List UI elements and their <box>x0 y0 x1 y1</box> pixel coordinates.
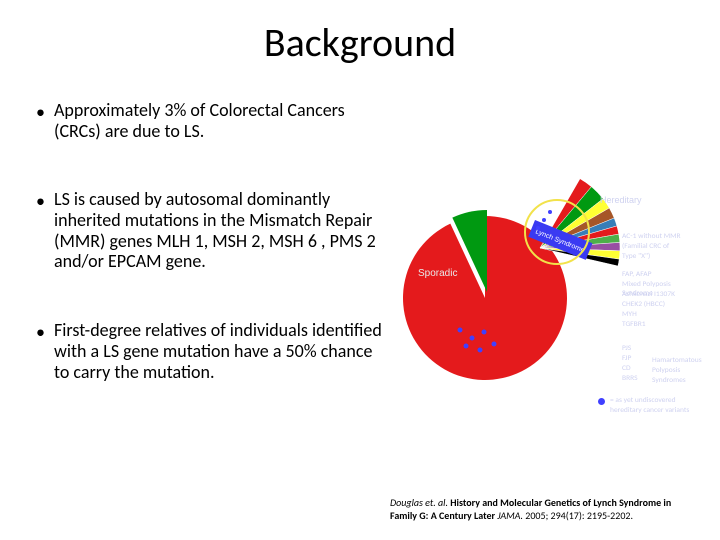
legend-line: TGFBR1 <box>622 320 646 329</box>
bullet-text: LS is caused by autosomal dominantly inh… <box>54 189 386 272</box>
legend-line: MYH <box>622 310 637 319</box>
citation-journal: JAMA. <box>497 509 523 522</box>
highlight-ring-icon <box>524 199 590 265</box>
legend-line: PJS <box>622 344 631 353</box>
legend-line: Syndromes <box>652 376 686 385</box>
legend-line: (Familial CRC of <box>622 242 669 251</box>
svg-text:Sporadic: Sporadic <box>418 268 457 279</box>
list-item: • LS is caused by autosomal dominantly i… <box>36 189 386 272</box>
svg-text:Familial: Familial <box>495 178 526 188</box>
legend-line: CHEK2 (HBCC) <box>622 300 665 309</box>
legend-line: hereditary cancer variants <box>610 406 689 415</box>
legend-line: FJP <box>622 354 631 363</box>
legend-line: Hamartomatous <box>652 356 702 365</box>
legend-dot-icon <box>598 398 605 405</box>
page-title: Background <box>0 18 720 67</box>
legend-line: CD <box>622 364 631 373</box>
legend-line: = as yet undiscovered <box>610 396 676 405</box>
bullet-text: Approximately 3% of Colorectal Cancers (… <box>54 100 386 141</box>
bullet-dot-icon: • <box>36 100 54 123</box>
bullet-list: • Approximately 3% of Colorectal Cancers… <box>36 100 386 430</box>
citation-text: Douglas et. al. History and Molecular Ge… <box>390 497 700 522</box>
legend-line: Ashkenazi I1307K <box>622 290 675 299</box>
legend-line: Polyposis <box>652 366 680 375</box>
pie-chart-figure: SporadicFamilialHereditaryLynch Syndrome… <box>400 98 700 408</box>
legend-line: BRRS <box>622 374 638 383</box>
svg-text:Hereditary: Hereditary <box>600 195 642 205</box>
citation-authors: Douglas et. al. <box>390 496 448 509</box>
bullet-text: First-degree relatives of individuals id… <box>54 320 386 382</box>
legend-line: Type "X") <box>622 252 650 261</box>
bullet-dot-icon: • <box>36 189 54 212</box>
bullet-dot-icon: • <box>36 320 54 343</box>
list-item: • Approximately 3% of Colorectal Cancers… <box>36 100 386 141</box>
legend-line: FAP, AFAP <box>622 270 651 279</box>
citation-rest: 2005; 294(17): 2195-2202. <box>523 509 633 522</box>
list-item: • First-degree relatives of individuals … <box>36 320 386 382</box>
legend-line: AC-1 without MMR <box>622 232 681 241</box>
